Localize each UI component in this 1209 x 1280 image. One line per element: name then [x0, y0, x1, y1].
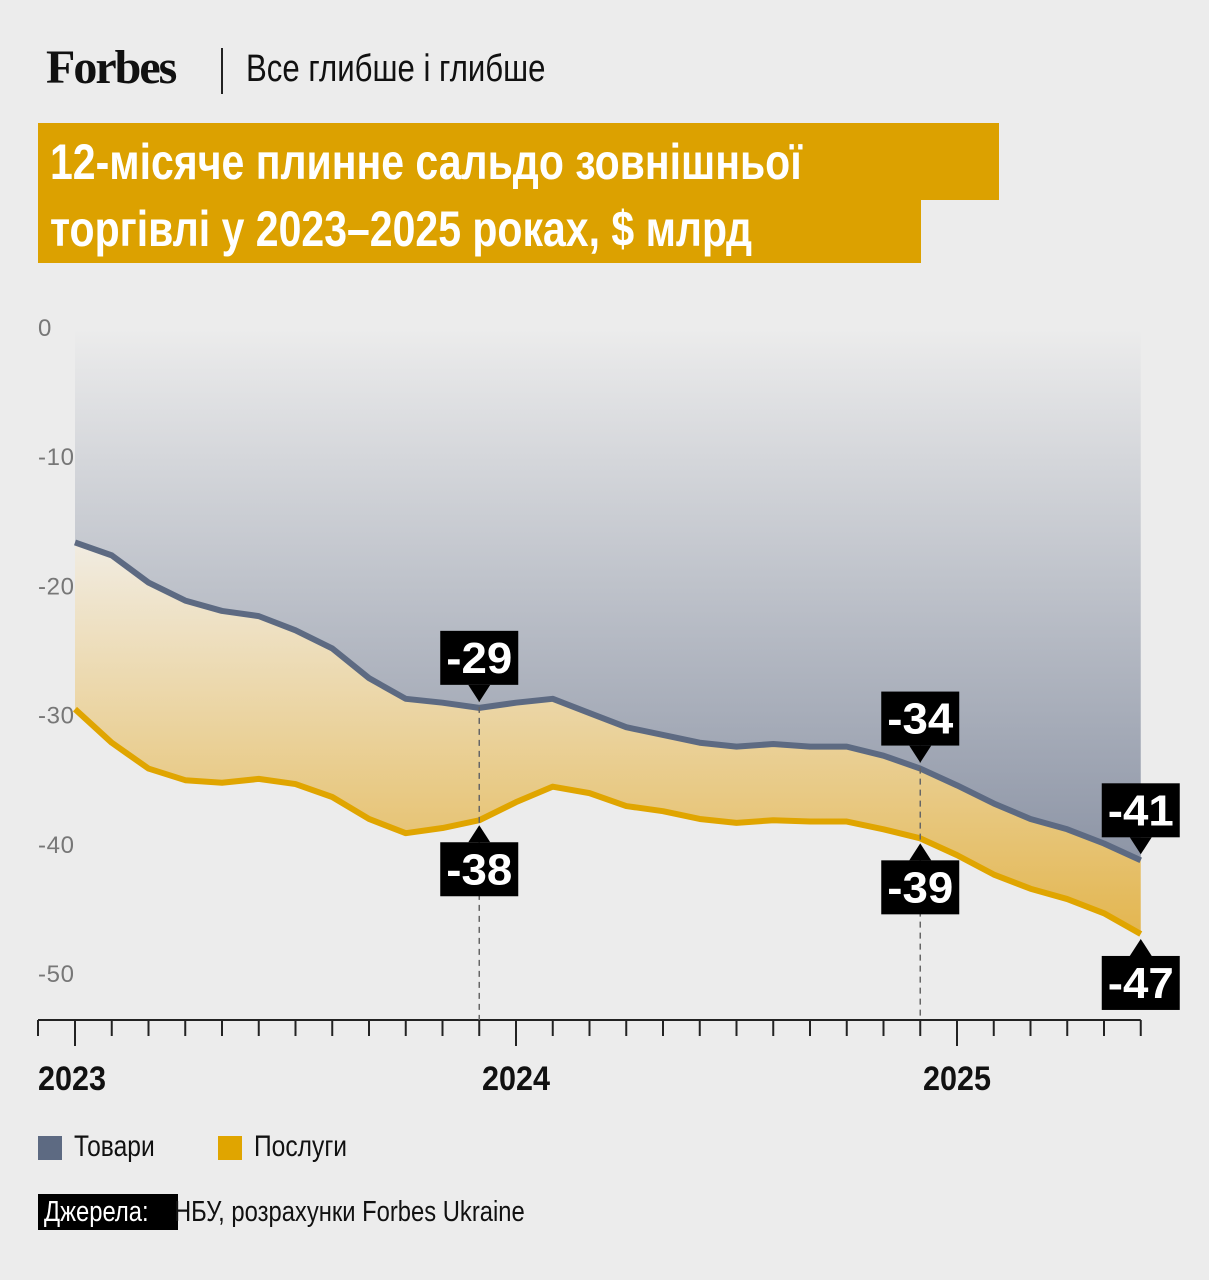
- title-line-1-box: 12-місяче плинне сальдо зовнішньої: [38, 123, 999, 200]
- x-tick-label: 2023: [38, 1060, 106, 1098]
- y-tick-label: -30: [38, 703, 74, 730]
- forbes-logo: Forbes: [46, 41, 177, 94]
- value-label: -39: [887, 863, 953, 912]
- value-label: -41: [1108, 786, 1174, 835]
- legend-label-goods: Товари: [74, 1130, 155, 1163]
- value-label-box: [881, 860, 960, 915]
- value-label-pointer: [1129, 938, 1152, 956]
- value-label-pointer: [468, 684, 491, 702]
- value-label: -47: [1108, 959, 1174, 1008]
- y-tick-label: -10: [38, 444, 74, 471]
- header-divider: [221, 48, 223, 94]
- goods-line: [74, 539, 1142, 864]
- tagline: Все глибше і глибше: [246, 48, 546, 90]
- value-label-box: [1101, 783, 1180, 838]
- chart-area: 0 -10 -20 -30 -40 -50 2023 2024 2025 -29 -38 -34 -3…: [37, 315, 1180, 1098]
- value-label: -34: [887, 695, 954, 744]
- source-tag: Джерела:: [38, 1194, 178, 1230]
- value-label-box: [1101, 955, 1180, 1010]
- source-text: НБУ, розрахунки Forbes Ukraine: [174, 1196, 525, 1228]
- legend-swatch-goods: [38, 1136, 62, 1160]
- value-label-pointer: [468, 825, 491, 843]
- goods-area: [75, 328, 1141, 861]
- legend-label-services: Послуги: [254, 1130, 348, 1163]
- value-label-pointer: [909, 745, 932, 763]
- legend-swatch-services: [218, 1136, 242, 1160]
- services-area: [75, 542, 1141, 934]
- services-line: [72, 706, 1143, 937]
- y-tick-label: -20: [38, 573, 74, 600]
- value-label-box: [881, 691, 960, 746]
- chart-title-line-1: 12-місяче плинне сальдо зовнішньої: [50, 134, 802, 190]
- value-label-pointer: [909, 843, 932, 861]
- title-line-2-box: торгівлі у 2023–2025 роках, $ млрд: [38, 200, 921, 263]
- value-label-box: [440, 842, 519, 897]
- y-tick-label: -40: [38, 832, 74, 859]
- value-label-pointer: [1129, 837, 1152, 855]
- y-tick-label: -50: [38, 961, 74, 988]
- x-tick-label: 2025: [923, 1060, 991, 1098]
- y-tick-label: 0: [38, 315, 51, 342]
- value-label: -38: [446, 845, 512, 894]
- x-tick-label: 2024: [482, 1060, 550, 1098]
- value-label-box: [440, 630, 519, 685]
- chart-title-line-2: торгівлі у 2023–2025 роках, $ млрд: [50, 201, 753, 257]
- value-label: -29: [446, 634, 512, 683]
